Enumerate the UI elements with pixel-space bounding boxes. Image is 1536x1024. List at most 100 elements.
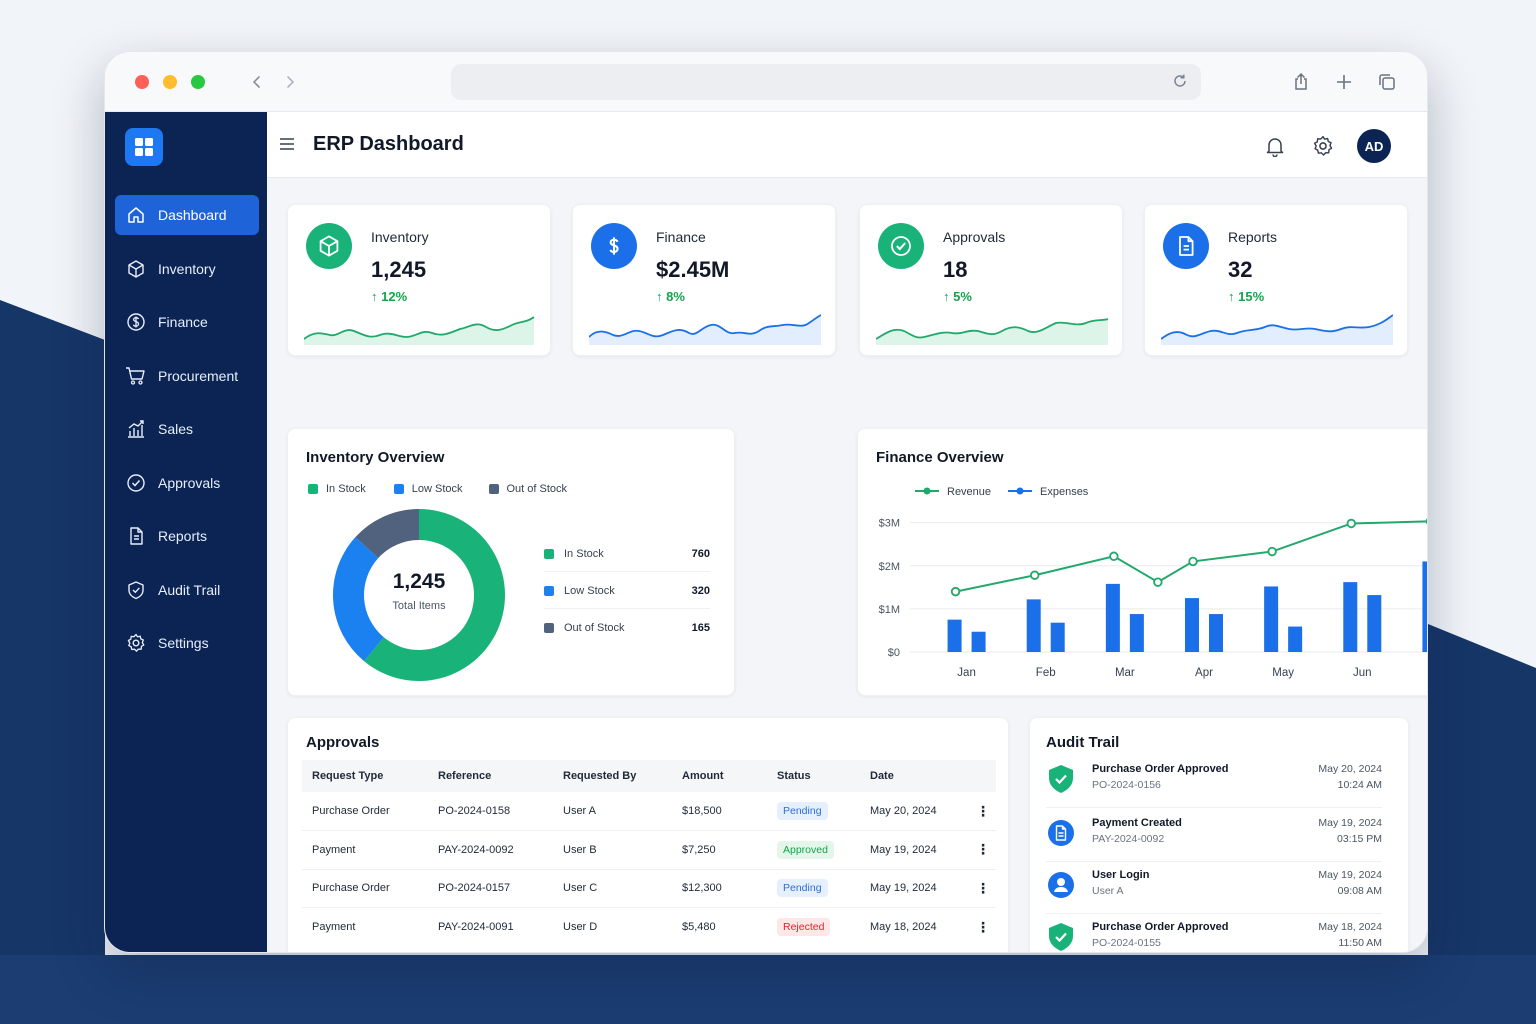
reload-icon[interactable] <box>1171 72 1189 95</box>
column-header[interactable]: Request Type <box>302 760 428 792</box>
audit-date: May 19, 2024 <box>1318 817 1382 829</box>
table-row[interactable]: Purchase Order PO-2024-0158 User A $18,5… <box>302 792 996 831</box>
sidebar-item-inventory[interactable]: Inventory <box>115 249 259 289</box>
column-header[interactable]: Status <box>767 760 860 792</box>
bell-icon[interactable] <box>1263 134 1287 158</box>
sidebar-item-approvals[interactable]: Approvals <box>115 463 259 503</box>
cell-amount: $18,500 <box>672 792 767 831</box>
kpi-value: $2.45M <box>656 257 730 282</box>
revenue-point[interactable] <box>1109 551 1119 561</box>
sidebar-item-audit-trail[interactable]: Audit Trail <box>115 570 259 610</box>
share-icon[interactable] <box>1289 70 1313 94</box>
expense-bar[interactable] <box>1367 595 1382 652</box>
hamburger-menu-icon[interactable] <box>279 137 295 156</box>
cell-date: May 19, 2024 <box>860 830 960 870</box>
expense-bar[interactable] <box>1129 614 1144 652</box>
stat-row-in-stock: In Stock 760 <box>544 536 710 572</box>
app-logo[interactable] <box>125 128 163 166</box>
expense-bar[interactable] <box>1209 614 1223 652</box>
table-row[interactable]: Purchase Order PO-2024-0157 User C $12,3… <box>302 869 996 908</box>
chart-legend: In Stock Low Stock Out of Stock <box>308 483 567 495</box>
stat-swatch <box>544 585 554 596</box>
expense-bar[interactable] <box>1264 586 1279 652</box>
donut-slice-low-stock[interactable] <box>333 537 384 662</box>
cell-status: Approved <box>767 830 860 870</box>
close-window-button[interactable] <box>135 75 149 89</box>
settings-gear-icon[interactable] <box>1311 134 1335 158</box>
more-options-icon[interactable]: ⋮ <box>960 792 996 831</box>
cell-requested-by: User A <box>553 792 672 831</box>
stat-row-out-of-stock: Out of Stock 165 <box>544 610 710 646</box>
sidebar-item-label: Reports <box>158 528 208 544</box>
column-header[interactable]: Amount <box>672 760 767 792</box>
kpi-label: Approvals <box>943 229 1006 245</box>
page-title: ERP Dashboard <box>313 133 464 155</box>
shield-check-icon <box>1046 764 1076 794</box>
sidebar-item-procurement[interactable]: Procurement <box>115 356 259 396</box>
sidebar-item-reports[interactable]: Reports <box>115 516 259 556</box>
revenue-point[interactable] <box>1267 546 1277 557</box>
revenue-point[interactable] <box>1188 556 1198 567</box>
approvals-card: Approvals Request Type Reference Request… <box>287 717 1009 952</box>
expense-bar[interactable] <box>1422 561 1428 652</box>
kpi-delta-value: 8% <box>666 289 685 304</box>
column-header[interactable]: Requested By <box>553 760 672 792</box>
revenue-point[interactable] <box>1425 518 1428 526</box>
expense-bar[interactable] <box>1185 598 1199 652</box>
donut-total-label: Total Items <box>392 600 446 612</box>
expense-bar[interactable] <box>1105 583 1120 652</box>
status-badge: Pending <box>777 802 828 820</box>
table-row[interactable]: Payment PAY-2024-0092 User B $7,250 Appr… <box>302 830 996 870</box>
sidebar-item-dashboard[interactable]: Dashboard <box>115 195 259 235</box>
more-options-icon[interactable]: ⋮ <box>960 869 996 908</box>
audit-item[interactable]: User Login User A May 19, 2024 09:08 AM <box>1046 862 1382 914</box>
revenue-point[interactable] <box>1153 577 1163 587</box>
cell-reference: PAY-2024-0092 <box>428 830 553 870</box>
kpi-card-reports[interactable]: Reports 32 ↑ 15% <box>1144 204 1408 356</box>
revenue-point[interactable] <box>950 586 961 597</box>
inventory-overview-card: Inventory Overview In Stock Low Stock Ou… <box>287 428 735 696</box>
donut-slice-out-of-stock[interactable] <box>355 509 419 558</box>
audit-item[interactable]: Payment Created PAY-2024-0092 May 19, 20… <box>1046 810 1382 862</box>
column-header[interactable]: Reference <box>428 760 553 792</box>
cell-request-type: Payment <box>302 830 428 870</box>
user-avatar[interactable]: AD <box>1357 129 1391 163</box>
expense-bar[interactable] <box>947 619 962 652</box>
sidebar-item-sales[interactable]: Sales <box>115 409 259 449</box>
table-row[interactable]: Payment PAY-2024-0091 User D $5,480 Reje… <box>302 908 996 947</box>
maximize-window-button[interactable] <box>191 75 205 89</box>
expense-bar[interactable] <box>1288 626 1303 652</box>
kpi-card-inventory[interactable]: Inventory 1,245 ↑ 12% <box>287 204 551 356</box>
expense-bar[interactable] <box>971 631 986 652</box>
cell-date: May 19, 2024 <box>860 869 960 908</box>
revenue-point[interactable] <box>1030 570 1040 580</box>
audit-item[interactable]: Purchase Order Approved PO-2024-0155 May… <box>1046 914 1382 952</box>
forward-icon[interactable] <box>278 70 302 94</box>
tabs-icon[interactable] <box>1375 70 1399 94</box>
x-tick-label: Jan <box>957 667 976 679</box>
expense-bar[interactable] <box>1050 622 1065 652</box>
kpi-card-finance[interactable]: Finance $2.45M ↑ 8% <box>572 204 836 356</box>
cell-request-type: Purchase Order <box>302 792 428 831</box>
revenue-point[interactable] <box>1346 518 1356 529</box>
stat-value: 760 <box>691 547 710 560</box>
sidebar-item-finance[interactable]: Finance <box>115 302 259 342</box>
sidebar-item-label: Approvals <box>158 474 221 491</box>
column-header[interactable]: Date <box>860 760 960 792</box>
top-bar: ERP Dashboard AD <box>267 112 1427 178</box>
kpi-value: 18 <box>943 257 968 282</box>
dollar-icon <box>125 311 147 333</box>
donut-slice-in-stock[interactable] <box>363 509 505 681</box>
audit-subtitle: PO-2024-0156 <box>1092 779 1161 791</box>
audit-item[interactable]: Purchase Order Approved PO-2024-0156 May… <box>1046 756 1382 808</box>
plus-icon[interactable] <box>1332 70 1356 94</box>
expense-bar[interactable] <box>1343 582 1358 652</box>
sidebar-item-settings[interactable]: Settings <box>115 623 259 663</box>
kpi-card-approvals[interactable]: Approvals 18 ↑ 5% <box>859 204 1123 356</box>
address-bar[interactable] <box>451 64 1201 100</box>
back-icon[interactable] <box>245 70 269 94</box>
expense-bar[interactable] <box>1026 599 1041 652</box>
minimize-window-button[interactable] <box>163 75 177 89</box>
more-options-icon[interactable]: ⋮ <box>976 918 990 935</box>
more-options-icon[interactable]: ⋮ <box>960 830 996 870</box>
